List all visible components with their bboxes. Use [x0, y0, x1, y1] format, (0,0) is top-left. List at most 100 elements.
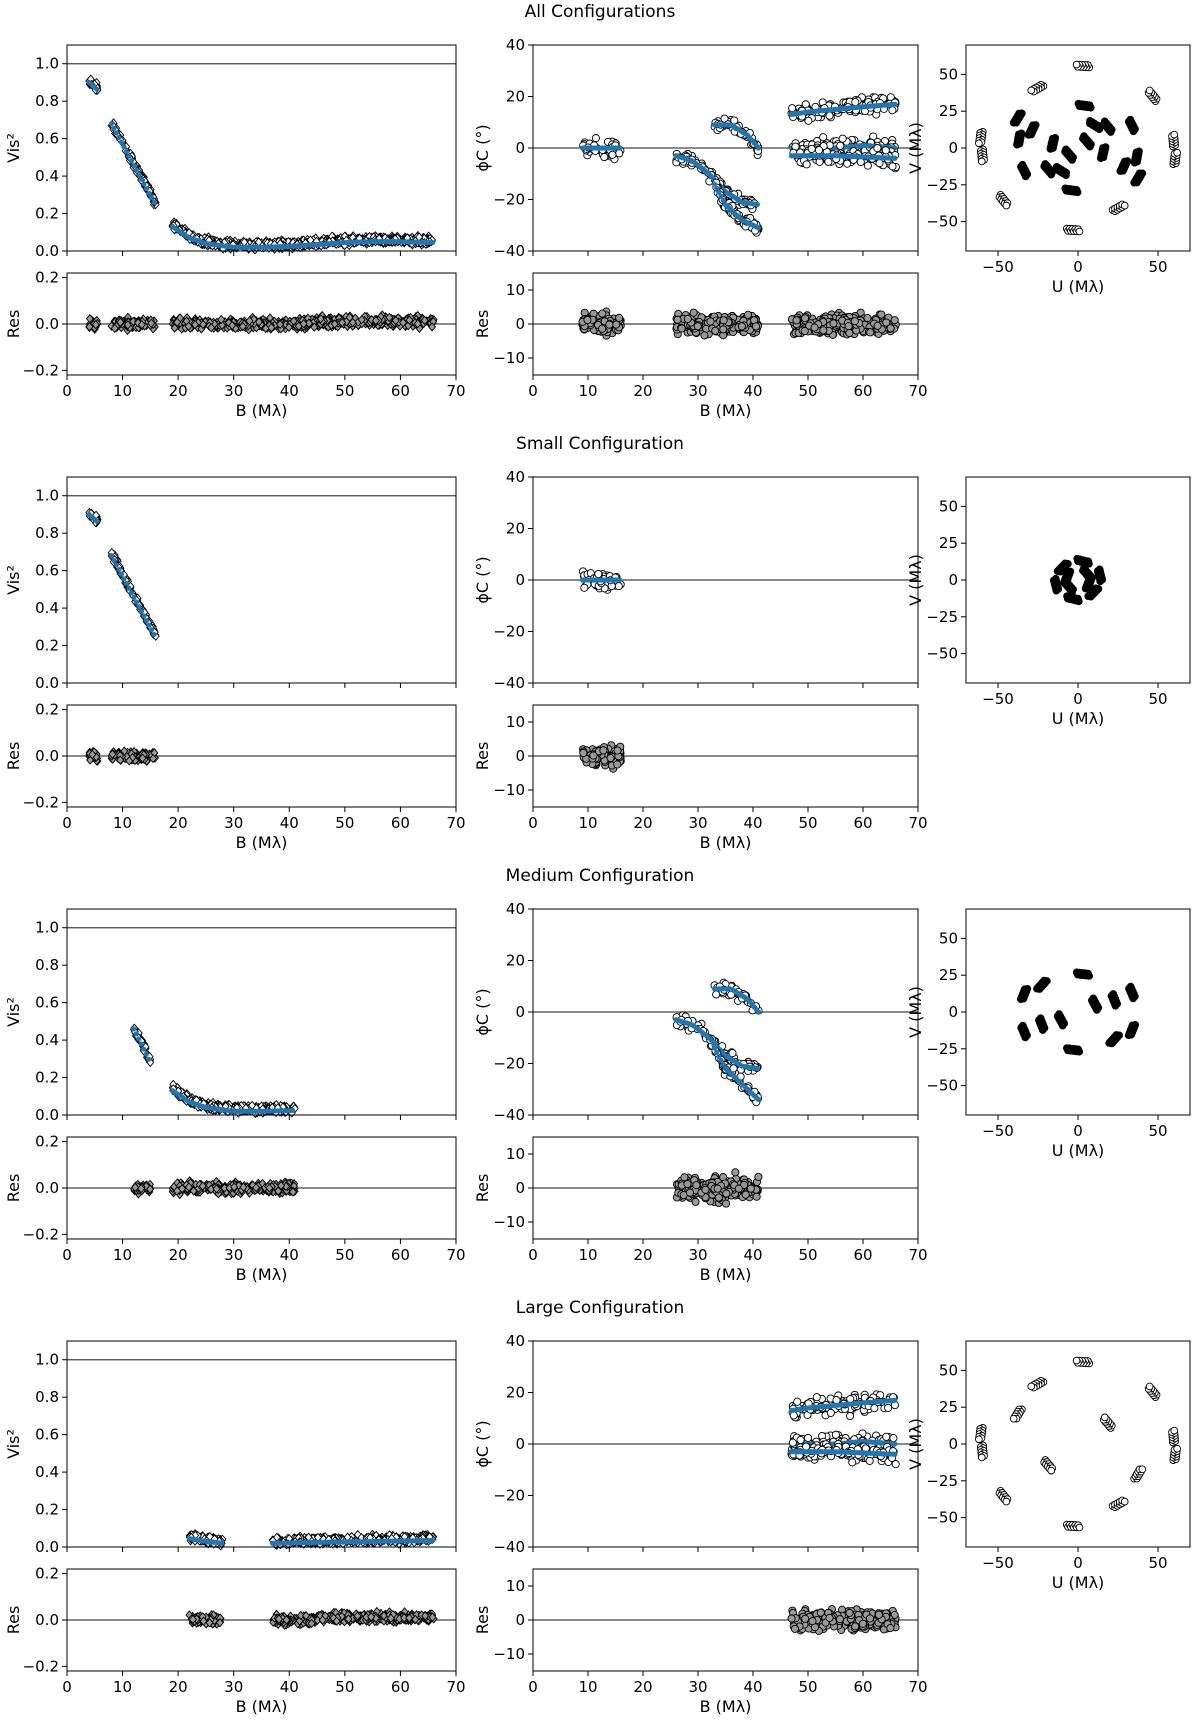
row-all-phi-panel-ytick-label: −40	[493, 242, 525, 260]
row-all-phi-residual-panel-ytick-label: 10	[506, 281, 525, 299]
row-all-phi-residual-point	[829, 319, 838, 328]
row-small-phi-panel-ytick-label: −40	[493, 674, 525, 692]
row-all-uv-point	[1024, 131, 1033, 139]
row-small-phi-residual-panel-xtick-label: 60	[853, 814, 872, 832]
row-all-vis2-ylabel: Vis²	[4, 133, 23, 163]
row-small-vis2-model-point	[123, 580, 130, 587]
row-all-phi-panel-ytick-label: 0	[515, 139, 525, 157]
row-all-vis2-residual-panel-ytick-label: −0.2	[23, 361, 59, 379]
row-all-vis2-residual-panel-xtick-label: 0	[62, 382, 72, 400]
row-medium-vis2-panel-ytick-label: 0.2	[35, 1069, 59, 1087]
row-small-vis2-model-point	[148, 627, 155, 633]
row-small-vis2-residual-panel-xtick-label: 0	[62, 814, 72, 832]
row-small-uv-panel-ytick-label: 50	[939, 497, 958, 515]
row-small-uv-point	[1094, 584, 1103, 593]
row-all-uv-panel-ytick-label: −25	[926, 176, 958, 194]
row-all-vis2-panel-frame	[66, 44, 457, 252]
row-small-vis2-residual-panel-xtick-label: 30	[224, 814, 243, 832]
row-small-uv-point	[1073, 554, 1082, 563]
row-all-phi-point	[881, 146, 890, 155]
row-all-vis2-residual-point	[123, 320, 132, 330]
row-all-uv-point	[1068, 156, 1076, 164]
row-all-phi-point	[856, 157, 865, 167]
row-small-vis2-residual-panel-xtick-label: 20	[169, 814, 188, 832]
row-all-vis2-model-point	[146, 190, 152, 196]
row-small-phi-residual-panel-xtick-label: 40	[743, 814, 762, 832]
row-all-phi-residual-point	[693, 322, 702, 331]
row-all-vis2-panel-marks	[67, 63, 456, 255]
row-small-phi-residual-point	[606, 754, 615, 763]
row-all-vis2-model-point	[136, 172, 142, 178]
row-all-phi-residual-point	[700, 331, 709, 340]
row-small-phi-residual-panel-ytick-label: 10	[506, 713, 525, 731]
row-small-phi-residual-panel-xtick-label: 20	[633, 814, 652, 832]
row-all-vis2-residual-panel-ytick-label: 0.2	[35, 269, 59, 287]
row-all-phi-residual-point	[598, 309, 607, 318]
row-small-phi-residual-point	[579, 748, 588, 758]
row-all-uv-panel-xtick-label: 50	[1148, 258, 1167, 276]
row-all-phi-residual-point	[689, 308, 698, 317]
row-small-vis2-residual-panel-ytick-label: −0.2	[23, 793, 59, 811]
row-all-phi-residual-point	[612, 320, 621, 329]
row-all-uv-panel-ytick-label: 50	[939, 65, 958, 83]
row-all-phi-panel-ytick-label: 40	[506, 36, 525, 54]
row-small-vis2-residual-panel-xtick-label: 40	[280, 814, 299, 832]
row-all-uv-point	[1027, 86, 1036, 95]
row-all-phi-residual-panel-xtick-label: 40	[743, 382, 762, 400]
row-small-phi-residual-panel-xtick-label: 50	[798, 814, 817, 832]
row-all-phi-residual-point	[810, 323, 819, 332]
row-medium-vis2-model-point	[141, 1046, 147, 1052]
row-all-uv-point	[1073, 188, 1082, 197]
row-all-uv-point	[1021, 172, 1030, 181]
row-all-uv-xlabel: U (Mλ)	[1052, 277, 1105, 296]
row-all-phi-residual-point	[890, 316, 899, 325]
row-all-uv-panel-ytick-label: −50	[926, 213, 958, 231]
row-all-vis2-residual-panel-xtick-label: 20	[169, 382, 188, 400]
row-all-uv-point	[1075, 227, 1084, 236]
row-small-phi-residual-point	[589, 751, 598, 760]
row-all-uv-point	[1100, 117, 1109, 126]
row-all-vis2-model-point	[430, 239, 436, 246]
row-medium-vis2-panel-frame	[66, 908, 457, 1116]
row-all-vis2-residual-point	[134, 318, 143, 328]
row-small-vis2-xlabel: B (Mλ)	[236, 833, 288, 852]
row-all-phi-model-point	[755, 225, 762, 231]
row-all-vis2-model-point	[143, 185, 150, 192]
row-all-vis2-model-point	[141, 181, 147, 187]
row-all-phi-residual-panel-xtick-label: 20	[633, 382, 652, 400]
row-all-phi-residual-point	[800, 326, 809, 336]
row-all-vis2-model-point	[148, 195, 155, 201]
row-all-phi-point	[843, 159, 852, 168]
row-medium-vis2-model-point	[133, 1031, 139, 1037]
row-small-vis2-model-point	[136, 604, 142, 610]
row-small-vis2-panel-ytick-label: 0.0	[35, 674, 59, 692]
row-all-uv-point	[1062, 171, 1070, 180]
row-small-vis2-residual-panel-marks	[67, 746, 456, 767]
row-all-phi-residual-point	[583, 315, 592, 325]
row-all-vis2-residual-point	[91, 319, 100, 330]
row-all-phi-residual-point	[751, 322, 761, 331]
row-small-vis2-panel-ytick-label: 1.0	[35, 487, 59, 505]
row-small-phi-residual-panel-marks	[533, 741, 918, 773]
row-small-vis2-model-point	[118, 571, 125, 577]
row-all-vis2-residual-panel-xtick-label: 60	[391, 382, 410, 400]
row-all-phi-residual-point	[800, 314, 810, 323]
row-small-vis2-residual-panel-xtick-label: 60	[391, 814, 410, 832]
row-all-vis2-residual-point	[116, 317, 125, 327]
row-all-uv-point	[1101, 143, 1110, 151]
row-medium-vis2-panel-ytick-label: 1.0	[35, 919, 59, 937]
row-all-phi-residual-point	[673, 315, 682, 324]
row-all-phi-model-point	[892, 101, 898, 107]
row-all-phi-residual-point	[737, 322, 746, 331]
row-all-vis2-residual-point	[137, 320, 146, 330]
row-all-vis2-residual-point	[110, 323, 119, 334]
row-small-vis2-panel-ytick-label: 0.8	[35, 524, 59, 542]
row-all-uv-panel-ytick-label: 25	[939, 102, 958, 120]
row-all-phi-point	[600, 153, 609, 162]
row-small-phi-residual-point	[599, 746, 608, 755]
row-all-vis2-residual-point	[147, 318, 156, 328]
